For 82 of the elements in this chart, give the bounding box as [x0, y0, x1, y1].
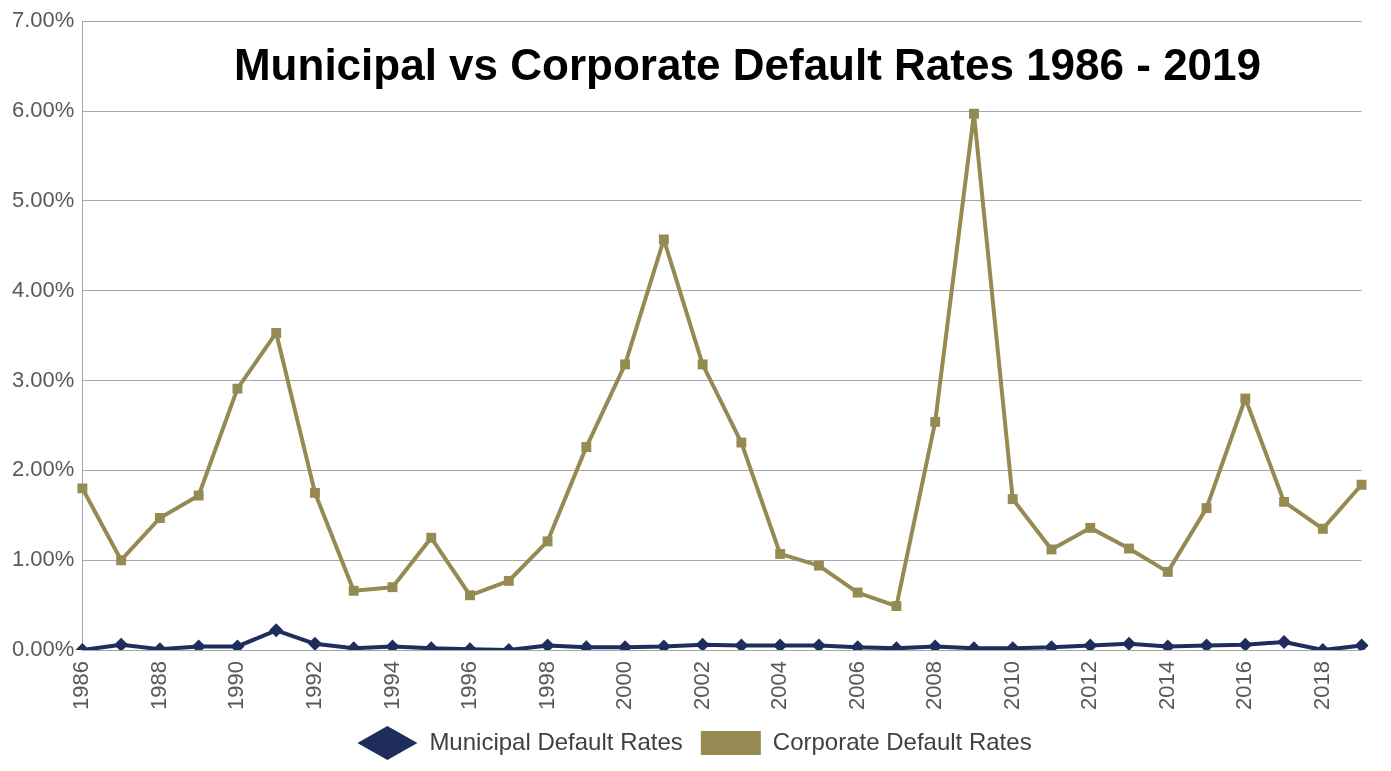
x-tick-label: 1994	[378, 661, 404, 711]
y-tick-label: 5.00%	[11, 186, 75, 212]
point	[695, 637, 710, 651]
chart-title: Municipal vs Corporate Default Rates 1986 - 2019	[227, 40, 1268, 89]
point	[1046, 544, 1057, 555]
point	[465, 590, 475, 601]
point	[1277, 634, 1292, 649]
point	[77, 483, 88, 494]
point	[891, 601, 902, 611]
point	[232, 383, 243, 394]
x-tick-label: 1998	[533, 661, 559, 711]
point	[191, 639, 206, 651]
point	[154, 513, 165, 523]
point	[734, 638, 749, 651]
point	[775, 548, 786, 559]
point	[114, 637, 129, 651]
x-tick-label: 2016	[1231, 661, 1257, 711]
point	[1201, 503, 1212, 514]
point	[658, 234, 669, 245]
point	[1317, 523, 1328, 534]
y-tick-label: 4.00%	[11, 276, 75, 302]
point	[1279, 496, 1290, 507]
x-tick-label: 2006	[843, 661, 869, 711]
x-tick-label: 2008	[921, 661, 947, 711]
x-tick-label: 2010	[998, 661, 1024, 711]
point	[387, 582, 398, 593]
point	[697, 359, 708, 370]
point	[1083, 638, 1098, 651]
point	[1122, 636, 1137, 651]
point	[1160, 639, 1175, 651]
y-tick-label: 0.00%	[11, 636, 75, 662]
point	[542, 536, 553, 547]
point	[1354, 638, 1369, 651]
point	[426, 532, 437, 543]
point	[773, 638, 788, 651]
x-tick-label: 2004	[766, 661, 792, 711]
point	[581, 442, 592, 452]
x-tick-label: 2000	[611, 661, 637, 711]
point	[1199, 638, 1214, 651]
x-tick-label: 1990	[223, 661, 249, 711]
x-tick-label: 2014	[1153, 661, 1179, 711]
point	[503, 575, 514, 586]
point	[310, 487, 320, 498]
point	[1162, 566, 1173, 577]
point	[930, 416, 941, 427]
point	[271, 327, 282, 338]
point	[656, 639, 671, 651]
y-tick-label: 1.00%	[11, 546, 75, 572]
x-tick-label: 1992	[301, 661, 327, 711]
point	[1238, 637, 1253, 651]
point	[620, 359, 631, 370]
point	[1240, 393, 1251, 404]
x-tick-label: 2012	[1076, 661, 1102, 711]
point	[307, 636, 322, 651]
y-tick-label: 3.00%	[11, 366, 75, 392]
point	[1085, 522, 1096, 533]
point	[385, 639, 400, 651]
x-tick-label: 1996	[456, 661, 482, 711]
point	[230, 639, 245, 651]
point	[969, 108, 979, 119]
y-tick-label: 7.00%	[11, 7, 75, 33]
point	[1356, 479, 1367, 490]
x-tick-label: 2002	[688, 661, 714, 711]
point	[116, 555, 127, 566]
point	[813, 560, 824, 571]
point	[269, 623, 284, 638]
legend-label: Corporate Default Rates	[772, 727, 1032, 755]
y-tick-label: 2.00%	[11, 456, 75, 482]
point	[193, 490, 204, 501]
point	[540, 638, 555, 651]
x-tick-label: 1986	[68, 661, 94, 711]
x-tick-label: 1988	[145, 661, 171, 711]
x-tick-label: 2018	[1308, 661, 1334, 711]
point	[348, 585, 359, 596]
point	[736, 437, 747, 448]
point	[852, 587, 863, 598]
point	[811, 638, 826, 651]
point	[1124, 543, 1134, 554]
point	[928, 639, 943, 651]
y-tick-label: 6.00%	[11, 97, 75, 123]
point	[1007, 494, 1018, 505]
legend-label: Municipal Default Rates	[429, 727, 683, 755]
